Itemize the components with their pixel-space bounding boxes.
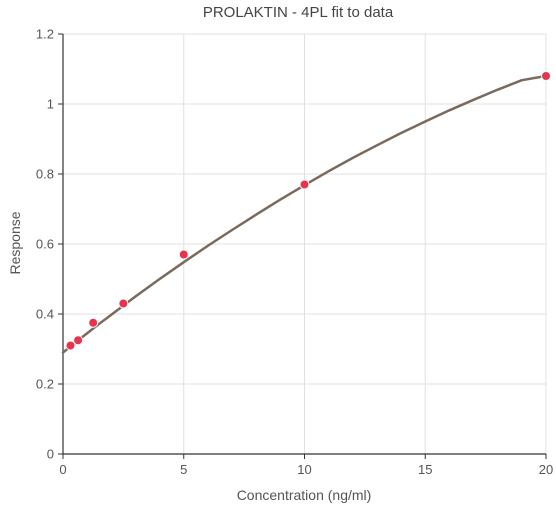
y-tick-label: 1.2 xyxy=(36,27,54,42)
data-point[interactable] xyxy=(118,298,129,309)
x-tick-label: 5 xyxy=(180,462,187,477)
data-point[interactable] xyxy=(88,317,99,328)
x-tick-label: 0 xyxy=(59,462,66,477)
y-tick-label: 0.4 xyxy=(36,307,54,322)
y-tick-label: 0.2 xyxy=(36,377,54,392)
fit-curve xyxy=(61,74,548,354)
chart-title: PROLAKTIN - 4PL fit to data xyxy=(203,4,394,21)
y-tick-label: 0 xyxy=(47,447,54,462)
data-point[interactable] xyxy=(178,249,189,260)
grid-layer xyxy=(63,33,547,454)
y-axis-title: Response xyxy=(7,211,23,274)
x-tick-label: 20 xyxy=(539,462,553,477)
data-points-layer xyxy=(65,71,551,351)
data-point[interactable] xyxy=(65,340,76,351)
data-point[interactable] xyxy=(299,179,310,190)
x-tick-label: 15 xyxy=(418,462,432,477)
ticks-layer: 0 5 10 15 20 0 0.2 0.4 0.6 0.8 1 1.2 xyxy=(36,27,553,478)
x-tick-label: 10 xyxy=(297,462,311,477)
x-axis-title: Concentration (ng/ml) xyxy=(237,487,372,503)
y-tick-label: 0.8 xyxy=(36,167,54,182)
data-point[interactable] xyxy=(541,71,551,81)
y-tick-label: 1 xyxy=(47,97,54,112)
fit-curve-layer xyxy=(61,74,548,354)
y-tick-label: 0.6 xyxy=(36,237,54,252)
data-point[interactable] xyxy=(73,335,84,346)
